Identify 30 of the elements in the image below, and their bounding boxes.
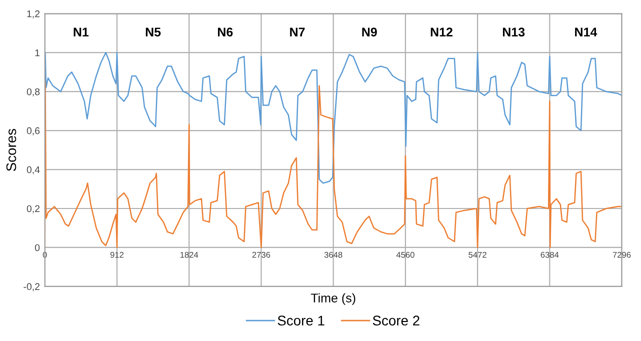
y-axis-title: Scores	[6, 128, 16, 172]
annotation: N9	[362, 28, 377, 36]
annotation: N1	[74, 28, 89, 36]
line-series	[44, 52, 622, 184]
x-tick-label: 4560	[396, 252, 414, 258]
annotation: N6	[218, 28, 233, 36]
annotation: N5	[146, 28, 161, 36]
annotation: N13	[502, 28, 525, 36]
x-tick-label: 2736	[252, 252, 270, 258]
x-tick-label: 3648	[324, 252, 342, 258]
y-tick-label: 1,2	[27, 10, 40, 18]
y-tick-label: 0	[34, 244, 40, 252]
x-tick-label: 7296	[612, 252, 631, 258]
y-tick-label: 1	[35, 49, 40, 56]
annotation: N12	[430, 28, 452, 36]
x-tick-label: 6384	[540, 252, 559, 258]
annotation: N7	[290, 28, 305, 36]
y-tick-label: 0,4	[26, 166, 40, 174]
y-tick-label: 0,6	[26, 127, 40, 136]
annotation: N14	[575, 28, 598, 36]
x-tick-label: 1824	[180, 252, 198, 258]
x-tick-label: 5472	[468, 252, 486, 258]
y-tick-label: 0,2	[26, 205, 40, 214]
line-series	[44, 81, 622, 248]
y-tick-label: -0,2	[24, 283, 40, 292]
legend-label: Score 1	[278, 316, 324, 326]
y-tick-label: 0,8	[26, 88, 40, 96]
legend-label: Score 2	[372, 316, 420, 326]
x-tick-label: 912	[110, 252, 124, 258]
x-axis-title: Time (s)	[310, 293, 356, 305]
